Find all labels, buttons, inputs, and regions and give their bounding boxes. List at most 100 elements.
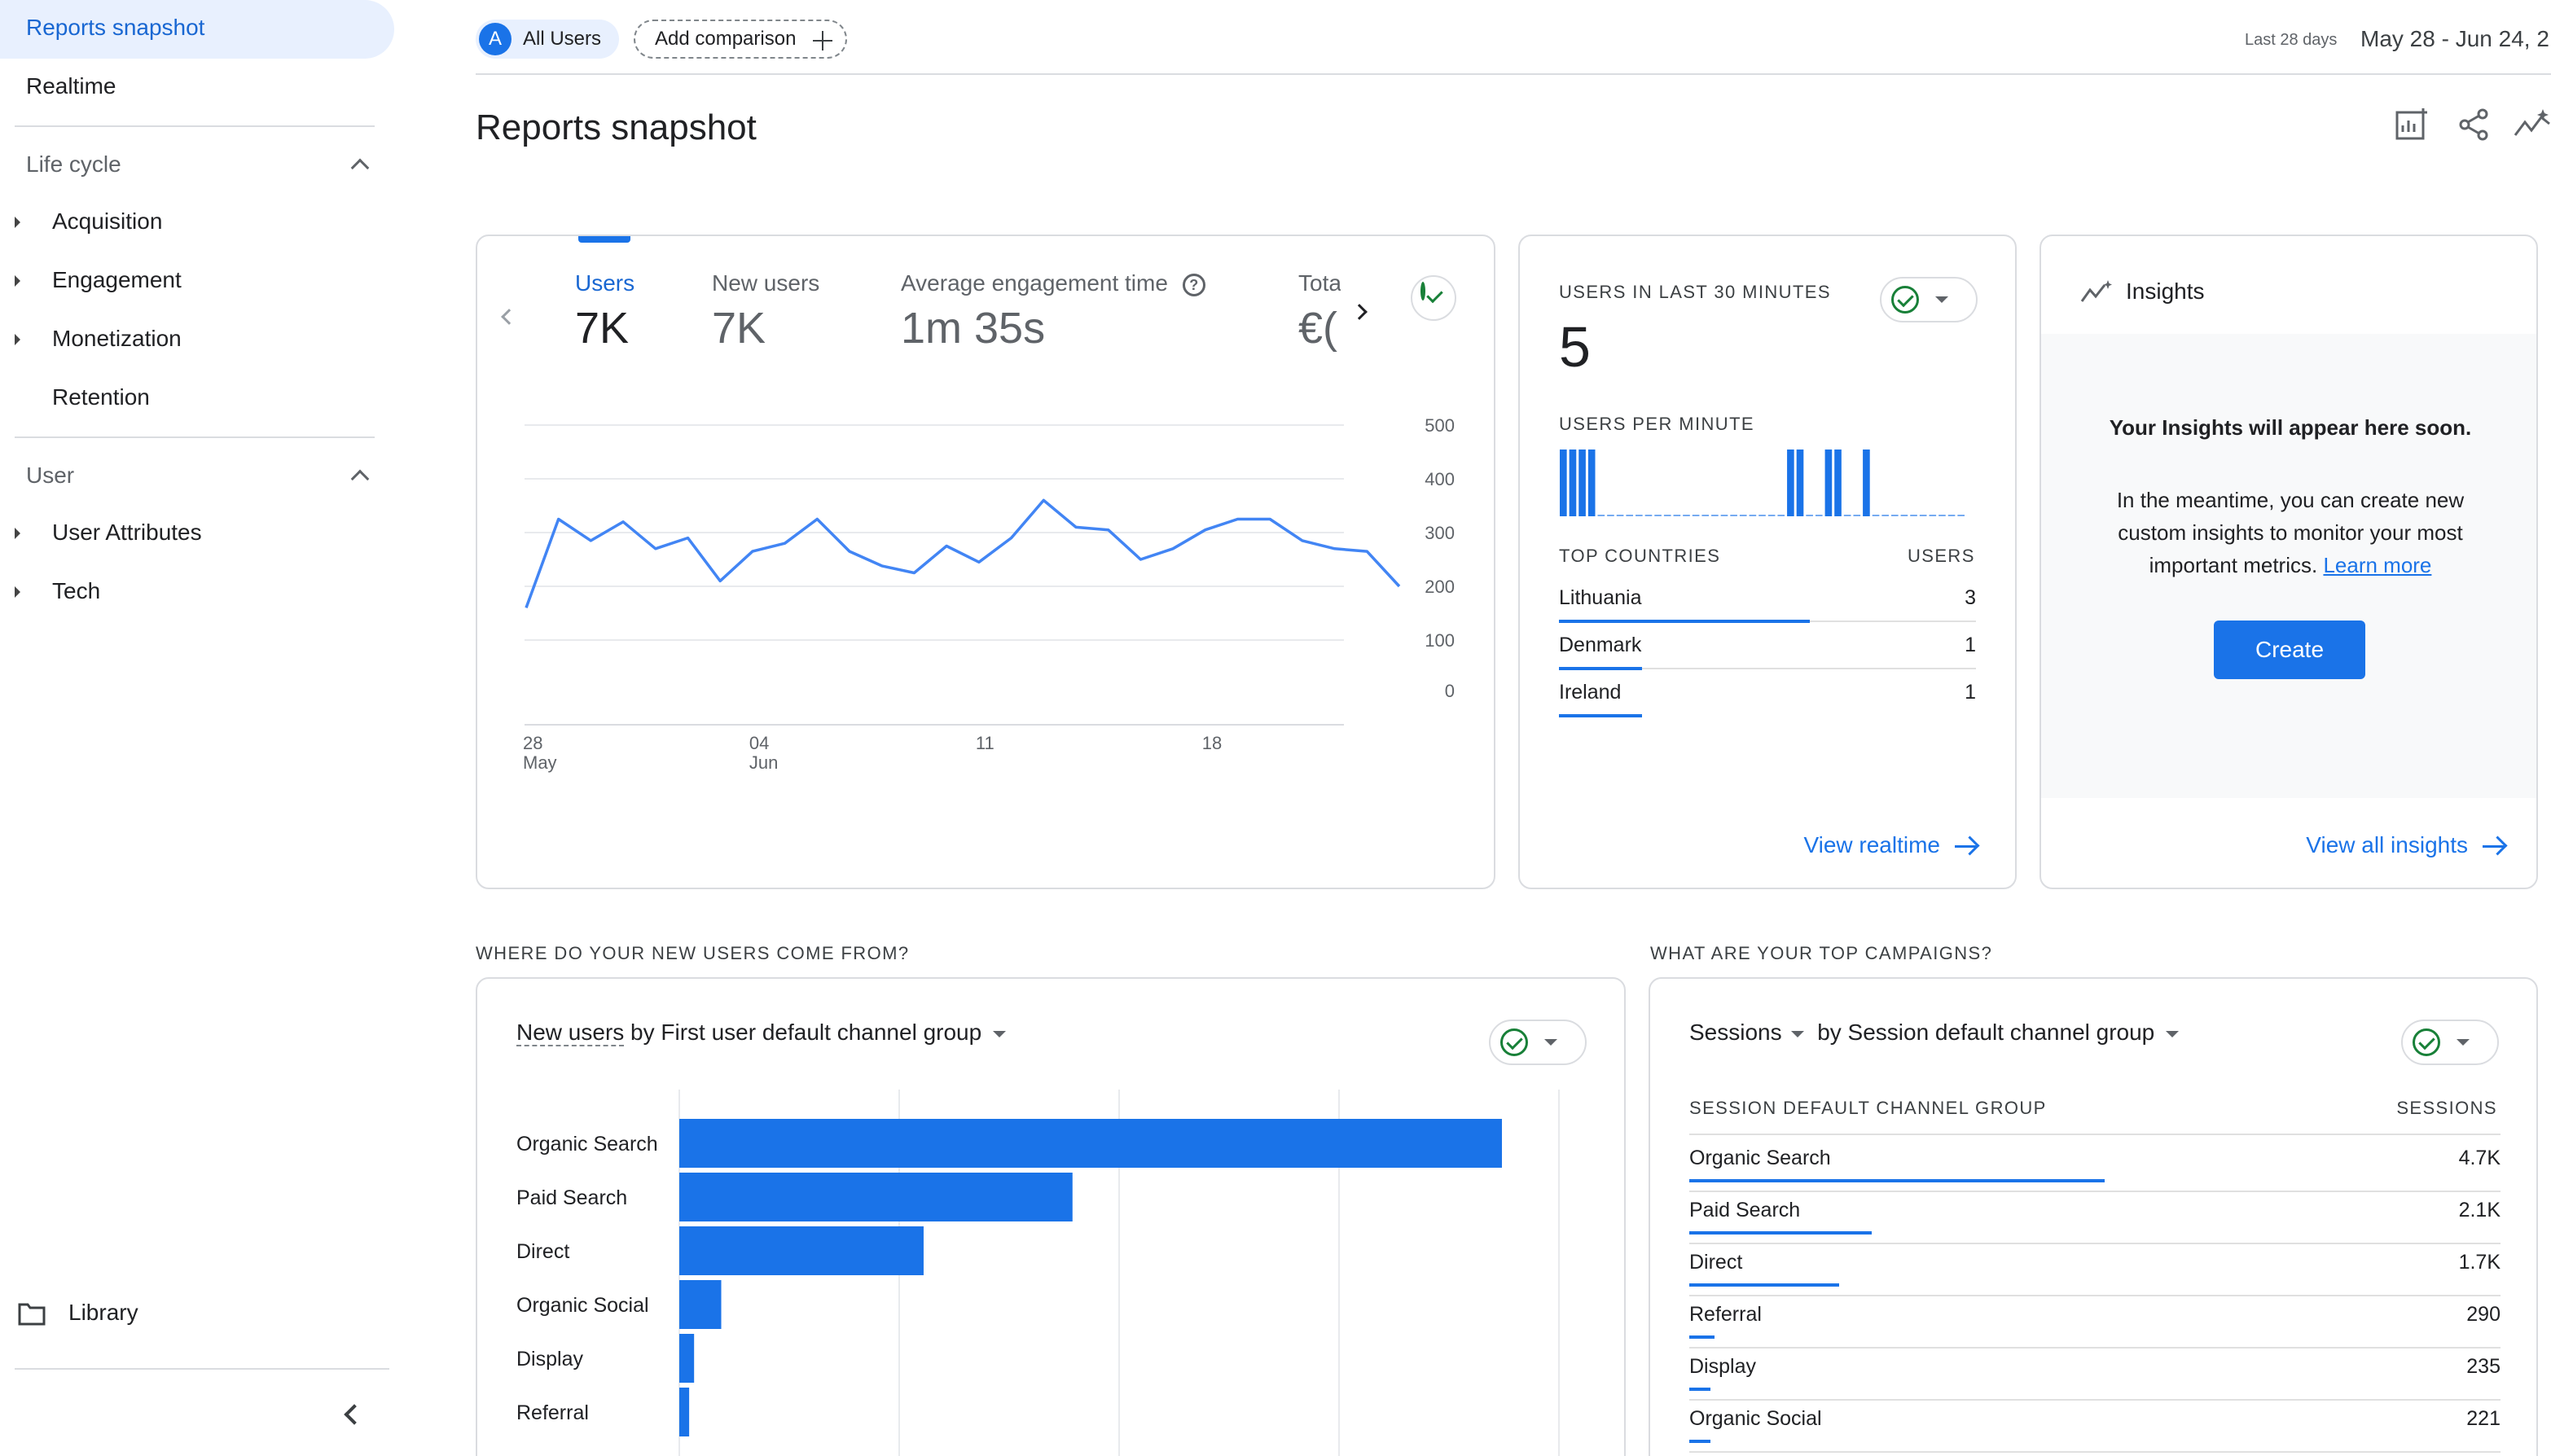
nav-item-tech[interactable]: Tech bbox=[0, 565, 391, 619]
nav-item-monetization[interactable]: Monetization bbox=[0, 313, 391, 366]
metric-selector[interactable]: Sessions bbox=[1689, 1020, 1782, 1045]
segment-chip-all-users[interactable]: A All Users bbox=[476, 20, 619, 59]
nav-item-engagement[interactable]: Engagement bbox=[0, 254, 391, 308]
table-row[interactable]: Organic Social 221 bbox=[1689, 1407, 2501, 1456]
chevron-up-icon bbox=[350, 158, 370, 178]
metric-value: 1m 35s bbox=[901, 304, 1046, 353]
customize-report-icon[interactable] bbox=[2395, 107, 2429, 142]
metric-selector[interactable]: New users bbox=[516, 1020, 625, 1046]
prev-metrics-button[interactable] bbox=[490, 301, 523, 334]
minute-bar bbox=[1767, 515, 1776, 516]
share-icon[interactable] bbox=[2457, 107, 2491, 142]
bar-category-label: Referral bbox=[516, 1401, 589, 1424]
card-status-button[interactable] bbox=[1411, 275, 1456, 321]
caret-down-icon bbox=[992, 1030, 1006, 1037]
bar[interactable] bbox=[679, 1173, 1073, 1221]
minute-bar bbox=[1720, 515, 1728, 516]
learn-more-link[interactable]: Learn more bbox=[2323, 553, 2432, 577]
dimension-selector[interactable]: by First user default channel group bbox=[630, 1020, 982, 1045]
minute-bar bbox=[1929, 515, 1937, 516]
minute-bar bbox=[1824, 450, 1833, 516]
next-metrics-button[interactable] bbox=[1349, 296, 1381, 329]
link-text: View realtime bbox=[1803, 832, 1940, 857]
realtime-status-dropdown[interactable] bbox=[1880, 277, 1978, 322]
date-range-picker[interactable]: May 28 - Jun 24, 2 bbox=[2360, 26, 2549, 51]
view-all-insights-link[interactable]: View all insights bbox=[2306, 832, 2504, 858]
topbar-divider bbox=[476, 73, 2551, 75]
country-row[interactable]: Ireland 1 bbox=[1559, 681, 1976, 726]
section-user-header[interactable]: User bbox=[0, 450, 391, 502]
help-icon[interactable]: ? bbox=[1182, 273, 1205, 296]
bar[interactable] bbox=[679, 1226, 924, 1275]
create-insight-button[interactable]: Create bbox=[2214, 621, 2365, 679]
metric-value: €( bbox=[1298, 304, 1338, 353]
metric-label-text: Average engagement time bbox=[901, 270, 1168, 296]
insights-card: Insights Your Insights will appear here … bbox=[2039, 235, 2538, 889]
expand-arrow-icon bbox=[15, 217, 20, 228]
sidebar: Reports snapshot Realtime Life cycle Acq… bbox=[0, 0, 394, 1456]
campaigns-card: Sessions by Session default channel grou… bbox=[1649, 977, 2538, 1456]
x-tick-month: Jun bbox=[749, 752, 778, 773]
users-per-minute-chart bbox=[1560, 450, 1965, 516]
sessions-value: 1.7K bbox=[2458, 1251, 2501, 1274]
plus-icon bbox=[813, 31, 832, 50]
card-status-dropdown[interactable] bbox=[1489, 1020, 1587, 1065]
expand-arrow-icon bbox=[15, 334, 20, 345]
add-comparison-button[interactable]: Add comparison bbox=[634, 20, 847, 59]
new-users-card: New users by First user default channel … bbox=[476, 977, 1626, 1456]
collapse-sidebar-button[interactable] bbox=[329, 1392, 375, 1438]
minute-bar bbox=[1560, 450, 1567, 516]
share-bar bbox=[1689, 1335, 1715, 1339]
caret-down-icon bbox=[2457, 1039, 2470, 1046]
nav-item-retention[interactable]: Retention bbox=[0, 371, 391, 425]
share-bar bbox=[1559, 667, 1642, 670]
metric-tab-new-users[interactable]: New users 7K bbox=[712, 270, 819, 353]
nav-item-reports-snapshot[interactable]: Reports snapshot bbox=[0, 0, 394, 59]
minute-bar bbox=[1749, 515, 1757, 516]
country-row[interactable]: Denmark 1 bbox=[1559, 634, 1976, 679]
minute-bar bbox=[1711, 515, 1719, 516]
dimension-selector[interactable]: by Session default channel group bbox=[1817, 1020, 2155, 1045]
metric-tab-total-revenue[interactable]: Tota €( bbox=[1298, 270, 1341, 353]
metric-label: Average engagement time ? bbox=[901, 270, 1205, 296]
table-row[interactable]: Referral 290 bbox=[1689, 1303, 2501, 1355]
bar[interactable] bbox=[679, 1280, 722, 1329]
bar-category-label: Organic Social bbox=[516, 1294, 649, 1317]
minute-bar bbox=[1616, 515, 1624, 516]
sessions-value: 2.1K bbox=[2458, 1199, 2501, 1221]
view-realtime-link[interactable]: View realtime bbox=[1803, 832, 1976, 858]
date-range-prefix: Last 28 days bbox=[2245, 31, 2338, 49]
bar[interactable] bbox=[679, 1119, 1502, 1168]
bar[interactable] bbox=[679, 1334, 695, 1383]
share-bar bbox=[1689, 1179, 2105, 1182]
nav-label: User Attributes bbox=[52, 520, 202, 545]
nav-item-library[interactable]: Library bbox=[0, 1287, 391, 1340]
table-row[interactable]: Display 235 bbox=[1689, 1355, 2501, 1407]
nav-item-acquisition[interactable]: Acquisition bbox=[0, 195, 391, 249]
metric-tab-users[interactable]: Users 7K bbox=[575, 270, 634, 353]
card-status-dropdown[interactable] bbox=[2401, 1020, 2499, 1065]
nav-label: Acquisition bbox=[52, 208, 163, 234]
table-row[interactable]: Direct 1.7K bbox=[1689, 1251, 2501, 1303]
table-row[interactable]: Organic Search 4.7K bbox=[1689, 1147, 2501, 1199]
country-row[interactable]: Lithuania 3 bbox=[1559, 586, 1976, 632]
new-users-card-title[interactable]: New users by First user default channel … bbox=[516, 1020, 1006, 1046]
minute-bar bbox=[1636, 515, 1643, 516]
expand-arrow-icon bbox=[15, 275, 20, 287]
minute-bar bbox=[1787, 450, 1794, 516]
chevron-right-icon bbox=[1351, 304, 1368, 320]
table-row[interactable]: Paid Search 2.1K bbox=[1689, 1199, 2501, 1251]
insights-trend-icon[interactable] bbox=[2514, 107, 2551, 142]
minute-bar bbox=[1815, 515, 1823, 516]
section-lifecycle-header[interactable]: Life cycle bbox=[0, 138, 391, 191]
divider bbox=[15, 1368, 389, 1370]
nav-item-realtime[interactable]: Realtime bbox=[0, 60, 391, 114]
nav-item-user-attributes[interactable]: User Attributes bbox=[0, 507, 391, 560]
campaigns-card-title[interactable]: Sessions by Session default channel grou… bbox=[1689, 1020, 2180, 1046]
minute-bar bbox=[1644, 515, 1653, 516]
metric-tab-avg-engagement[interactable]: Average engagement time ? 1m 35s bbox=[901, 270, 1205, 353]
metric-label: Tota bbox=[1298, 270, 1341, 296]
minute-bar bbox=[1663, 515, 1671, 516]
bar[interactable] bbox=[679, 1388, 690, 1436]
